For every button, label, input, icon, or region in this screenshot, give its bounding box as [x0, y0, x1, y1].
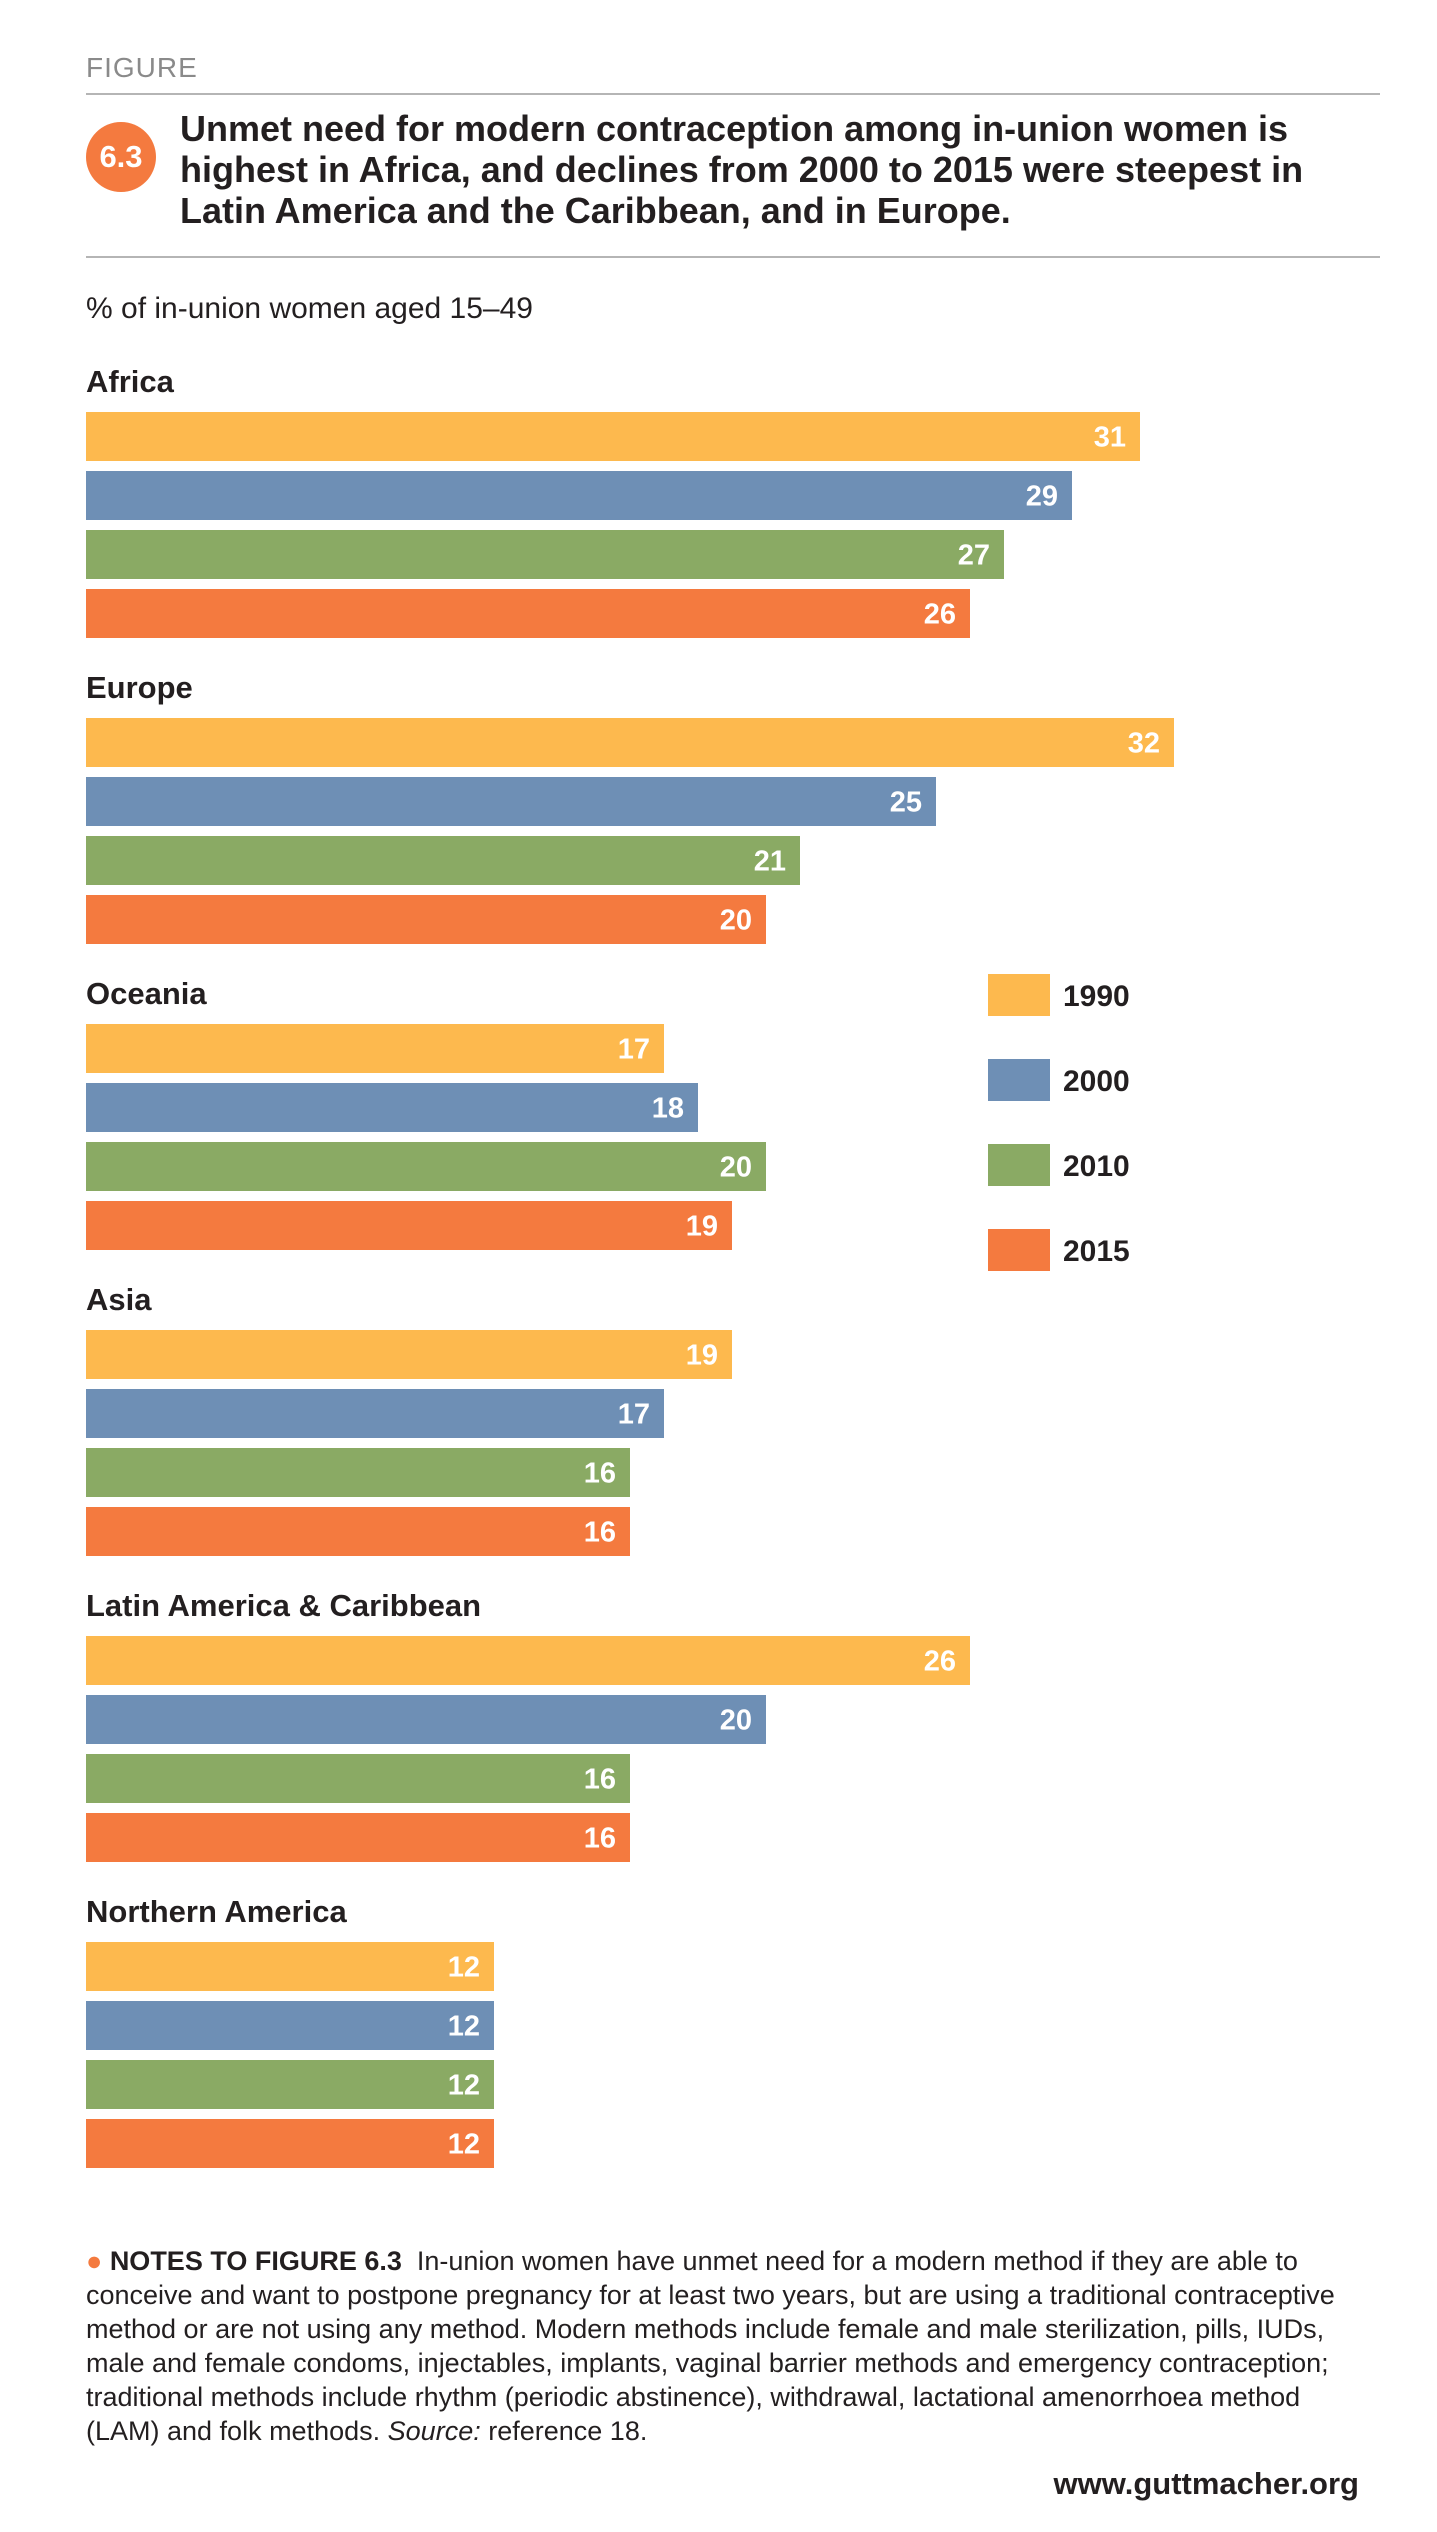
notes-text: In-union women have unmet need for a mod…: [86, 2246, 1335, 2446]
notes: ● NOTES TO FIGURE 6.3 In-union women hav…: [86, 2244, 1356, 2448]
bar-value-label: 21: [754, 846, 786, 878]
bar-value-label: 20: [720, 1152, 752, 1184]
bar-value-label: 16: [584, 1764, 616, 1796]
bar-value-label: 17: [618, 1399, 650, 1431]
bar-value-label: 12: [448, 2011, 480, 2043]
bar: [86, 718, 1174, 767]
bar: [86, 589, 970, 638]
bar-value-label: 27: [958, 540, 990, 572]
bar: [86, 1330, 732, 1379]
bar: [86, 777, 936, 826]
chart-subtitle: % of in-union women aged 15–49: [86, 292, 533, 325]
bar-value-label: 20: [720, 905, 752, 937]
bar-chart: Africa31292726Europe32252120Oceania17182…: [86, 364, 1174, 2168]
bar: [86, 1695, 766, 1744]
bar: [86, 2060, 494, 2109]
bullet-icon: ●: [86, 2246, 110, 2276]
figure-number-badge: 6.3: [86, 122, 156, 192]
bar: [86, 1507, 630, 1556]
legend-swatch: [988, 1059, 1050, 1101]
bar: [86, 1389, 664, 1438]
legend-swatch: [988, 1144, 1050, 1186]
notes-heading: NOTES TO FIGURE 6.3: [109, 2246, 402, 2276]
bar-value-label: 16: [584, 1517, 616, 1549]
group-label: Europe: [86, 670, 193, 705]
bar: [86, 1024, 664, 1073]
bar-value-label: 17: [618, 1034, 650, 1066]
bar-value-label: 16: [584, 1823, 616, 1855]
bar-value-label: 16: [584, 1458, 616, 1490]
bar-value-label: 26: [924, 599, 956, 631]
bar-value-label: 29: [1026, 481, 1058, 513]
source-text: reference 18.: [488, 2416, 648, 2446]
footer-url[interactable]: www.guttmacher.org: [1053, 2466, 1359, 2501]
bar-value-label: 31: [1094, 422, 1126, 454]
bar: [86, 471, 1072, 520]
bar: [86, 1201, 732, 1250]
bar-value-label: 25: [890, 787, 922, 819]
bottom-divider: [86, 256, 1380, 258]
legend-label: 2015: [1063, 1235, 1130, 1268]
bar: [86, 2119, 494, 2168]
bar: [86, 1142, 766, 1191]
source-label: Source:: [387, 2416, 481, 2446]
group-label: Africa: [86, 364, 175, 399]
legend-swatch: [988, 974, 1050, 1016]
group-label: Oceania: [86, 976, 207, 1011]
top-divider: [86, 93, 1380, 95]
legend-label: 2000: [1063, 1065, 1130, 1098]
bar: [86, 1942, 494, 1991]
figure-label: FIGURE: [86, 52, 198, 83]
legend-swatch: [988, 1229, 1050, 1271]
figure-title: Unmet need for modern contraception amon…: [180, 108, 1304, 231]
bar: [86, 412, 1140, 461]
bar-value-label: 12: [448, 2129, 480, 2161]
bar: [86, 836, 800, 885]
bar: [86, 1754, 630, 1803]
bar: [86, 1813, 630, 1862]
bar-value-label: 19: [686, 1211, 718, 1243]
legend-label: 1990: [1063, 980, 1130, 1013]
bar: [86, 2001, 494, 2050]
group-label: Asia: [86, 1282, 152, 1317]
bar-value-label: 32: [1128, 728, 1160, 760]
bar-value-label: 19: [686, 1340, 718, 1372]
group-label: Latin America & Caribbean: [86, 1588, 481, 1623]
bar: [86, 1083, 698, 1132]
bar: [86, 1636, 970, 1685]
bar: [86, 895, 766, 944]
bar: [86, 530, 1004, 579]
group-label: Northern America: [86, 1894, 347, 1929]
bar-value-label: 12: [448, 2070, 480, 2102]
bar-value-label: 26: [924, 1646, 956, 1678]
bar-value-label: 12: [448, 1952, 480, 1984]
bar-value-label: 20: [720, 1705, 752, 1737]
bar: [86, 1448, 630, 1497]
legend-label: 2010: [1063, 1150, 1130, 1183]
bar-value-label: 18: [652, 1093, 684, 1125]
